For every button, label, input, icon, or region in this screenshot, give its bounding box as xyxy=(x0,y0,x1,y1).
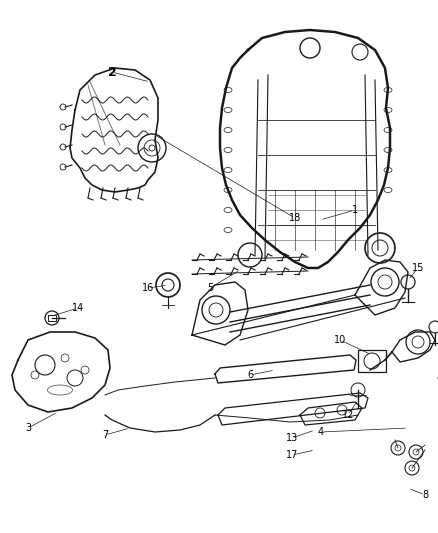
Text: 10: 10 xyxy=(334,335,346,345)
Text: 8: 8 xyxy=(422,490,428,500)
Text: 13: 13 xyxy=(286,433,298,443)
Text: 4: 4 xyxy=(318,427,324,437)
Text: 16: 16 xyxy=(142,283,154,293)
Text: 3: 3 xyxy=(25,423,31,433)
Text: 14: 14 xyxy=(72,303,84,313)
Text: 2: 2 xyxy=(108,66,117,78)
Text: 1: 1 xyxy=(352,205,358,215)
Text: 6: 6 xyxy=(247,370,253,380)
Text: 15: 15 xyxy=(412,263,424,273)
Text: 7: 7 xyxy=(102,430,108,440)
Text: 18: 18 xyxy=(289,213,301,223)
Text: 5: 5 xyxy=(207,283,213,293)
Text: 17: 17 xyxy=(286,450,298,460)
Text: 12: 12 xyxy=(342,410,354,420)
